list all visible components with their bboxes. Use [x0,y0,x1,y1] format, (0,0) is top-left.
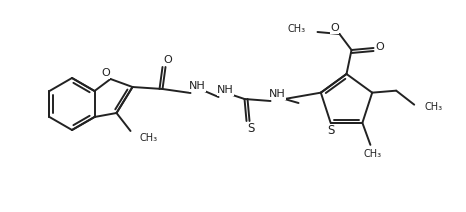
Text: O: O [330,23,339,33]
Text: O: O [375,42,384,52]
Text: NH: NH [189,81,206,91]
Text: O: O [163,55,172,65]
Text: S: S [247,121,254,134]
Text: NH: NH [217,85,234,95]
Text: CH₃: CH₃ [139,133,158,143]
Text: CH₃: CH₃ [288,24,306,34]
Text: NH: NH [269,89,286,99]
Text: S: S [327,124,334,137]
Text: CH₃: CH₃ [363,149,382,159]
Text: CH₃: CH₃ [424,102,442,112]
Text: O: O [101,68,110,78]
